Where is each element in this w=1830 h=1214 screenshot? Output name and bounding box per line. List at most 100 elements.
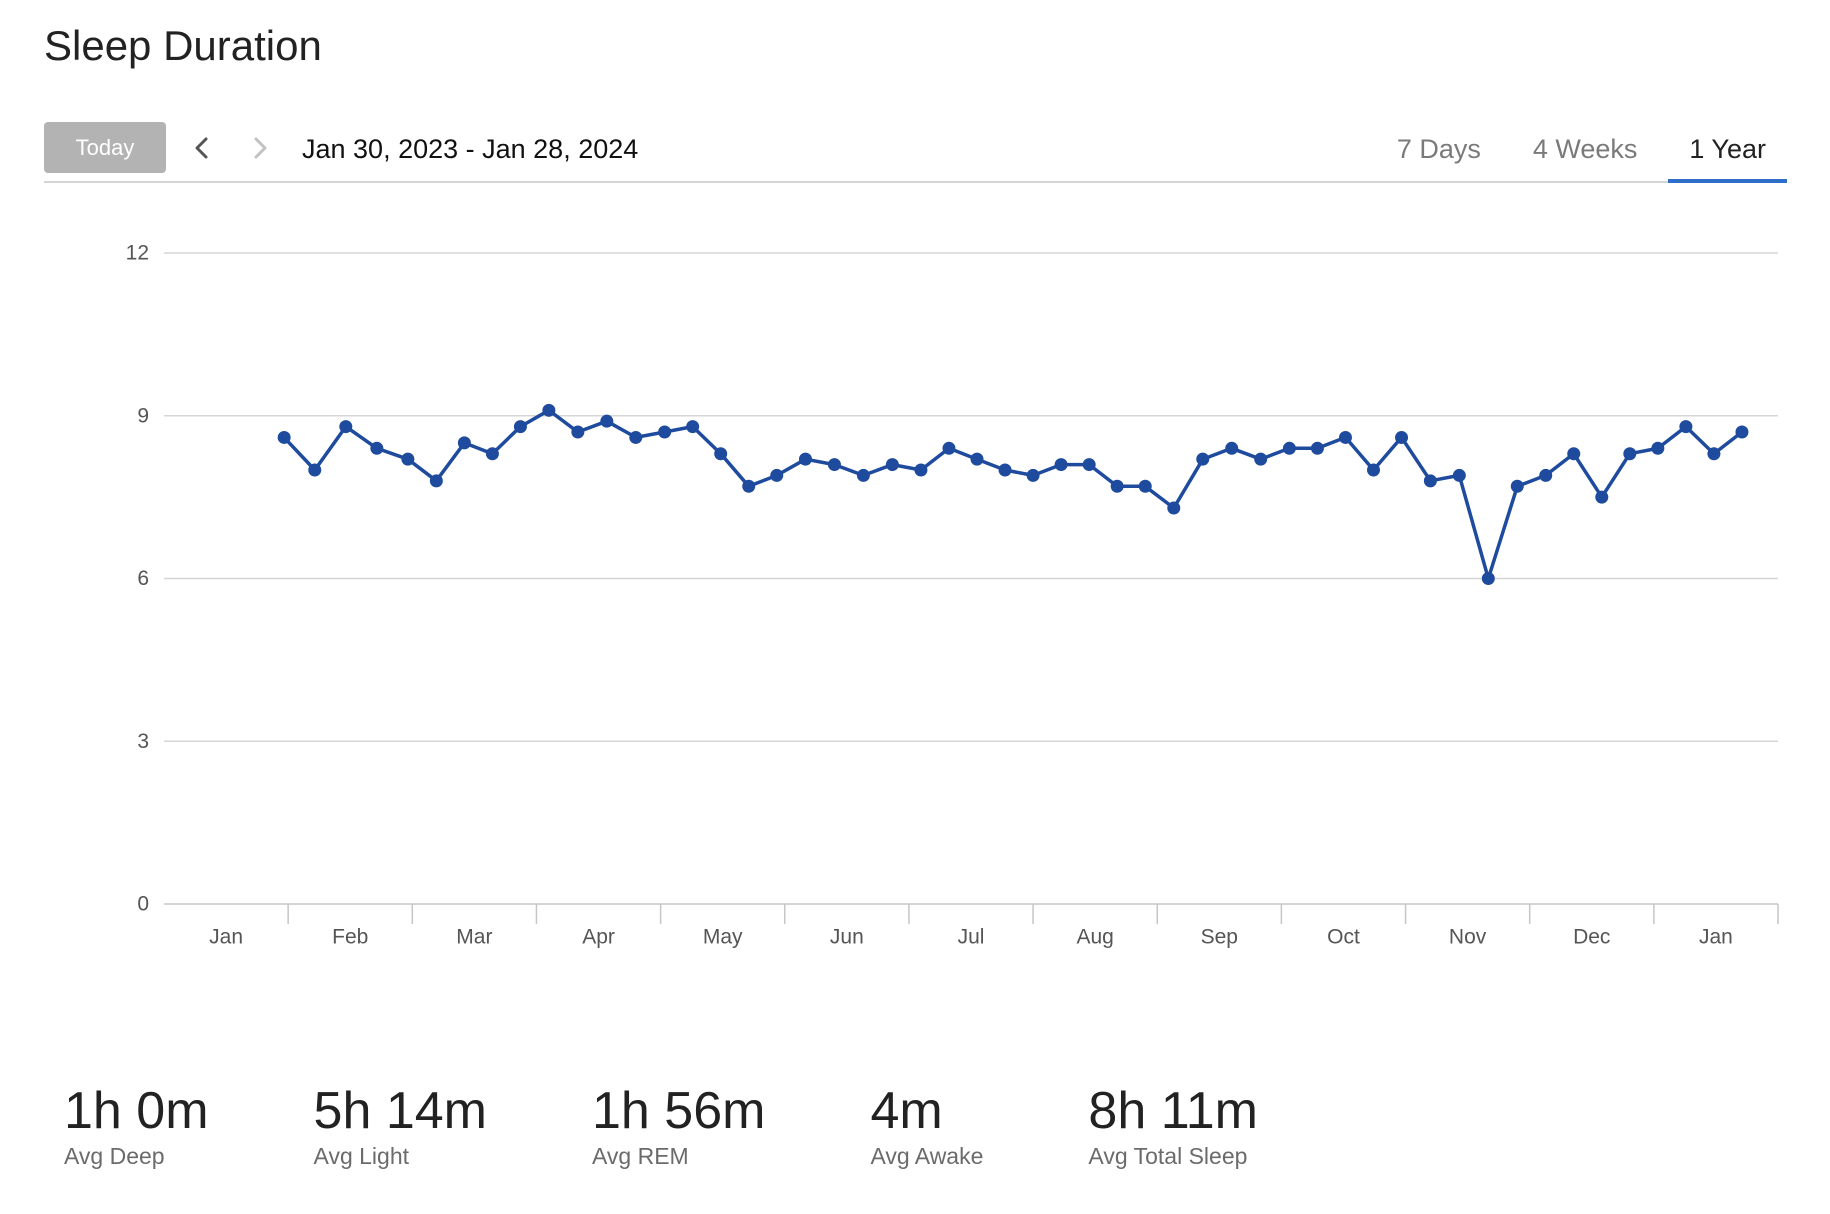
data-point bbox=[885, 458, 899, 472]
chevron-left-icon bbox=[195, 137, 208, 159]
next-period-button[interactable] bbox=[250, 136, 270, 160]
x-tick-label: Jul bbox=[958, 926, 985, 949]
data-point bbox=[770, 468, 784, 482]
data-point bbox=[798, 452, 812, 466]
previous-period-button[interactable] bbox=[192, 136, 212, 160]
stat-label: Avg REM bbox=[591, 1143, 689, 1169]
data-point bbox=[970, 452, 984, 466]
x-tick-label: Jan bbox=[209, 926, 243, 949]
period-tabs: 7 Days 4 Weeks 1 Year bbox=[1376, 122, 1787, 183]
x-tick-label: Apr bbox=[582, 926, 615, 949]
stat-avg-awake: 4m Avg Awake bbox=[870, 1085, 983, 1170]
stat-value: 1h 56m bbox=[591, 1082, 766, 1140]
data-point bbox=[1510, 479, 1524, 493]
data-point bbox=[629, 430, 643, 444]
y-tick-label: 9 bbox=[137, 404, 149, 427]
data-point bbox=[1082, 458, 1096, 472]
data-point bbox=[308, 463, 322, 477]
stat-avg-rem: 1h 56m Avg REM bbox=[592, 1085, 765, 1170]
data-point bbox=[1651, 441, 1665, 455]
data-point bbox=[1196, 452, 1210, 466]
data-point bbox=[1366, 463, 1380, 477]
data-point bbox=[1595, 490, 1609, 504]
data-point bbox=[370, 441, 384, 455]
data-point bbox=[277, 430, 291, 444]
tab-1-year[interactable]: 1 Year bbox=[1668, 122, 1787, 183]
stat-value: 5h 14m bbox=[313, 1082, 487, 1140]
data-point bbox=[485, 447, 499, 461]
data-point bbox=[1395, 430, 1409, 444]
data-point bbox=[1735, 425, 1749, 439]
x-tick-label: Aug bbox=[1076, 926, 1113, 949]
data-point bbox=[571, 425, 585, 439]
data-point bbox=[1423, 474, 1437, 488]
y-tick-label: 12 bbox=[126, 242, 149, 265]
tab-4-weeks[interactable]: 4 Weeks bbox=[1532, 134, 1638, 164]
data-point bbox=[339, 420, 353, 434]
data-point bbox=[1110, 479, 1124, 493]
y-tick-label: 0 bbox=[137, 893, 149, 916]
stat-label: Avg Deep bbox=[64, 1143, 165, 1169]
stat-avg-deep: 1h 0m Avg Deep bbox=[64, 1085, 209, 1170]
data-point bbox=[429, 474, 443, 488]
data-point bbox=[1623, 447, 1637, 461]
data-point bbox=[457, 436, 471, 450]
data-point bbox=[1225, 441, 1239, 455]
data-point bbox=[1539, 468, 1553, 482]
data-point bbox=[742, 479, 756, 493]
data-point bbox=[998, 463, 1012, 477]
data-point bbox=[1338, 430, 1352, 444]
data-point bbox=[658, 425, 672, 439]
toolbar-divider bbox=[44, 181, 1787, 183]
data-point bbox=[1026, 468, 1040, 482]
data-point bbox=[1707, 447, 1721, 461]
data-point bbox=[827, 458, 841, 472]
stat-avg-light: 5h 14m Avg Light bbox=[314, 1085, 487, 1170]
stat-value: 4m bbox=[870, 1082, 943, 1140]
x-tick-label: Jan bbox=[1699, 926, 1733, 949]
data-point bbox=[542, 403, 556, 417]
stat-label: Avg Light bbox=[313, 1143, 410, 1169]
x-tick-label: Mar bbox=[456, 926, 492, 949]
stat-value: 8h 11m bbox=[1088, 1082, 1258, 1140]
x-tick-label: Jun bbox=[830, 926, 864, 949]
data-point bbox=[1481, 572, 1495, 585]
stat-label: Avg Total Sleep bbox=[1088, 1143, 1248, 1169]
x-tick-label: Nov bbox=[1449, 926, 1487, 949]
data-point bbox=[714, 447, 728, 461]
today-button[interactable]: Today bbox=[44, 122, 166, 173]
stat-value: 1h 0m bbox=[64, 1082, 209, 1140]
x-tick-label: Oct bbox=[1327, 926, 1360, 949]
data-point bbox=[1254, 452, 1268, 466]
data-point bbox=[1054, 458, 1068, 472]
data-point bbox=[942, 441, 956, 455]
data-point bbox=[1567, 447, 1581, 461]
data-point bbox=[914, 463, 928, 477]
data-point bbox=[401, 452, 415, 466]
y-tick-label: 3 bbox=[137, 730, 149, 753]
data-point bbox=[1310, 441, 1324, 455]
data-point bbox=[600, 414, 614, 428]
sleep-duration-chart: 0 3 6 9 12 Jan Feb Mar Apr May Jun Jul Aug Sep Oct Nov D… bbox=[126, 242, 1779, 949]
data-point bbox=[1167, 501, 1181, 515]
tab-7-days[interactable]: 7 Days bbox=[1396, 134, 1481, 164]
x-tick-label: Dec bbox=[1573, 926, 1610, 949]
series-line bbox=[282, 408, 1744, 581]
stat-avg-total-sleep: 8h 11m Avg Total Sleep bbox=[1088, 1085, 1258, 1170]
y-tick-label: 6 bbox=[137, 567, 149, 590]
x-tick-label: Sep bbox=[1201, 926, 1238, 949]
data-point bbox=[1282, 441, 1296, 455]
data-point bbox=[1138, 479, 1152, 493]
date-range-label: Jan 30, 2023 - Jan 28, 2024 bbox=[302, 134, 639, 164]
page-title: Sleep Duration bbox=[44, 22, 322, 69]
data-point bbox=[686, 420, 700, 434]
data-point bbox=[1452, 468, 1466, 482]
data-point bbox=[513, 420, 527, 434]
data-point bbox=[856, 468, 870, 482]
chevron-right-icon bbox=[254, 137, 267, 159]
sleep-stats: 1h 0m Avg Deep 5h 14m Avg Light 1h 56m A… bbox=[64, 1085, 1258, 1170]
stat-label: Avg Awake bbox=[870, 1143, 984, 1169]
x-tick-label: May bbox=[703, 926, 743, 949]
x-tick-label: Feb bbox=[332, 926, 368, 949]
data-point bbox=[1679, 420, 1693, 434]
